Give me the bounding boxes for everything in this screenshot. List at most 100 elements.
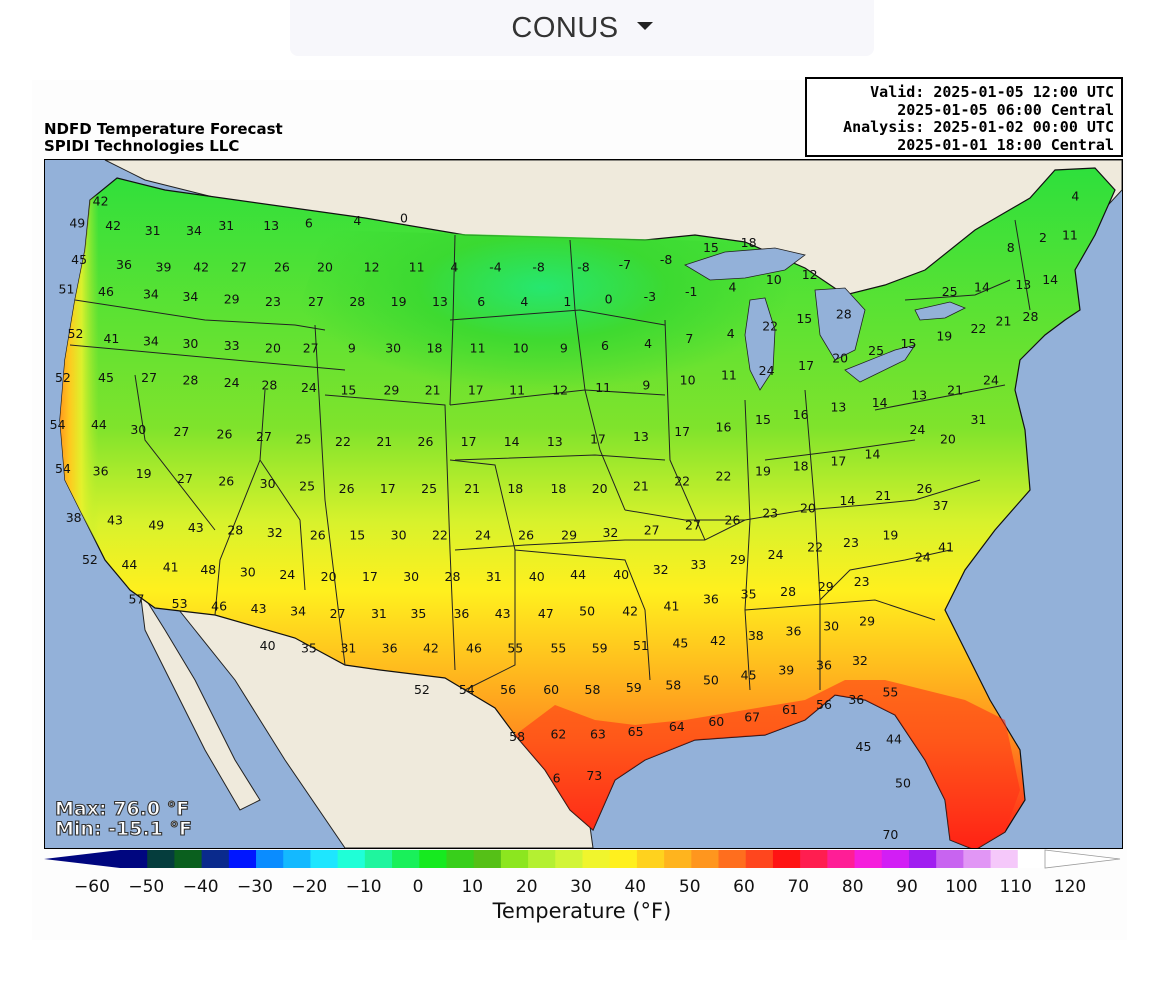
temperature-point-label: 51 xyxy=(59,282,75,297)
colorbar-cell xyxy=(990,850,1019,868)
temperature-point-label: 36 xyxy=(453,606,469,621)
temperature-point-label: 30 xyxy=(391,527,407,542)
colorbar-tick-label: −20 xyxy=(291,877,327,897)
colorbar-tick-label: 0 xyxy=(413,877,424,897)
temperature-point-label: 24 xyxy=(759,363,775,378)
temperature-point-label: 14 xyxy=(872,395,888,410)
temperature-point-label: 23 xyxy=(843,535,859,550)
temperature-point-label: 11 xyxy=(509,383,525,398)
temperature-point-label: 13 xyxy=(911,387,927,402)
temperature-point-label: 17 xyxy=(362,569,378,584)
temperature-point-label: 27 xyxy=(330,606,346,621)
temperature-point-label: 11 xyxy=(470,341,486,356)
temperature-point-label: -8 xyxy=(660,252,673,267)
colorbar-tick-label: 30 xyxy=(570,877,592,897)
colorbar-cell xyxy=(1017,850,1046,868)
temperature-point-label: 12 xyxy=(364,260,380,275)
temperature-point-label: -8 xyxy=(577,260,590,275)
temperature-point-label: 27 xyxy=(173,424,189,439)
temperature-point-label: 36 xyxy=(93,464,109,479)
temperature-point-label: 27 xyxy=(303,341,319,356)
temperature-point-label: 73 xyxy=(586,768,602,783)
temperature-point-label: 67 xyxy=(744,709,760,724)
temperature-point-label: 26 xyxy=(217,427,233,442)
temperature-point-label: 4 xyxy=(729,279,737,294)
temperature-point-label: 25 xyxy=(942,284,958,299)
temperature-point-label: 29 xyxy=(383,383,399,398)
temperature-point-label: 41 xyxy=(938,540,954,555)
region-dropdown[interactable]: CONUS xyxy=(290,0,874,56)
temperature-point-label: 30 xyxy=(260,476,276,491)
temperature-point-label: 29 xyxy=(818,579,834,594)
colorbar-ticks: −60 −50 −40 −30 −20 −10 0 10 20 30 40 50 60 70 80 90 100… xyxy=(74,877,1086,897)
temperature-point-label: 37 xyxy=(933,498,949,513)
temperature-point-label: 34 xyxy=(290,604,306,619)
valid-time-box: Valid: 2025-01-05 12:00 UTC 2025-01-05 0… xyxy=(805,77,1123,157)
temperature-point-label: 10 xyxy=(680,373,696,388)
colorbar-cell xyxy=(500,850,529,868)
colorbar-tick-label: 110 xyxy=(999,877,1031,897)
temperature-point-label: 15 xyxy=(703,240,719,255)
temperature-point-label: 52 xyxy=(82,552,98,567)
temperature-point-label: 22 xyxy=(432,527,448,542)
colorbar-tick-label: 50 xyxy=(679,877,701,897)
lake-erie xyxy=(844,344,916,383)
temperature-point-label: 42 xyxy=(710,633,726,648)
temperature-point-label: 44 xyxy=(570,567,586,582)
temperature-point-label: 17 xyxy=(380,481,396,496)
baja-peninsula xyxy=(139,589,261,811)
temperature-point-label: 50 xyxy=(895,776,911,791)
temperature-point-label: 32 xyxy=(602,525,618,540)
temperature-point-label: 27 xyxy=(177,471,193,486)
temperature-point-label: 4 xyxy=(450,260,458,275)
temperature-point-label: 45 xyxy=(672,636,688,651)
colorbar-cell xyxy=(555,850,584,868)
colorbar-cell xyxy=(664,850,692,868)
figure-subtitle: SPIDI Technologies LLC xyxy=(44,137,240,155)
temperature-point-label: 55 xyxy=(882,685,898,700)
map-panel: 42 49 42 31 34 31 13 6 4 0 45 36 39 42 27 26 20 12 11 4 -4 -8… xyxy=(44,159,1123,849)
colorbar-tick-label: 20 xyxy=(516,877,538,897)
temperature-point-label: 21 xyxy=(875,488,891,503)
temperature-point-label: 14 xyxy=(974,279,990,294)
temperature-point-label: 11 xyxy=(409,260,425,275)
temperature-point-label: 46 xyxy=(98,284,114,299)
temperature-point-label: 65 xyxy=(628,724,644,739)
figure-title: NDFD Temperature Forecast xyxy=(44,120,283,138)
temperature-point-label: 54 xyxy=(55,461,71,476)
colorbar-cell xyxy=(310,850,339,868)
temperature-point-label: 61 xyxy=(782,702,798,717)
temperature-point-label: 22 xyxy=(762,319,778,334)
temperature-point-label: 11 xyxy=(721,368,737,383)
temperature-point-label: 51 xyxy=(633,638,649,653)
lake-ontario xyxy=(914,301,966,321)
colorbar-cell xyxy=(337,850,366,868)
temperature-point-label: 59 xyxy=(626,680,642,695)
temperature-point-label: 50 xyxy=(703,672,719,687)
temperature-point-label: 40 xyxy=(529,569,545,584)
colorbar-tick-label: 10 xyxy=(461,877,483,897)
region-dropdown-label: CONUS xyxy=(511,11,619,44)
colorbar-tick-label: 120 xyxy=(1054,877,1086,897)
temperature-point-label: 22 xyxy=(807,540,823,555)
colorbar-cell xyxy=(147,850,176,868)
temperature-point-label: 42 xyxy=(423,641,439,656)
temperature-point-label: 46 xyxy=(466,641,482,656)
temperature-point-label: 41 xyxy=(163,559,179,574)
temperature-point-label: 17 xyxy=(590,432,606,447)
temperature-point-label: 10 xyxy=(766,272,782,287)
temperature-point-label: 31 xyxy=(486,569,502,584)
temperature-point-label: 8 xyxy=(1007,240,1015,255)
west-coast-warm-band xyxy=(60,178,215,615)
temperature-point-label: 17 xyxy=(798,358,814,373)
temperature-point-label: 38 xyxy=(66,510,82,525)
temperature-point-label: 30 xyxy=(130,422,146,437)
temperature-point-label: 36 xyxy=(848,692,864,707)
temperature-point-label: 30 xyxy=(823,618,839,633)
temperature-point-label: 35 xyxy=(301,641,317,656)
colorbar-cell xyxy=(936,850,964,868)
temperature-point-label: 11 xyxy=(1062,228,1078,243)
temperature-point-label: 58 xyxy=(509,729,525,744)
temperature-point-label: 14 xyxy=(865,446,881,461)
colorbar-cell xyxy=(718,850,747,868)
